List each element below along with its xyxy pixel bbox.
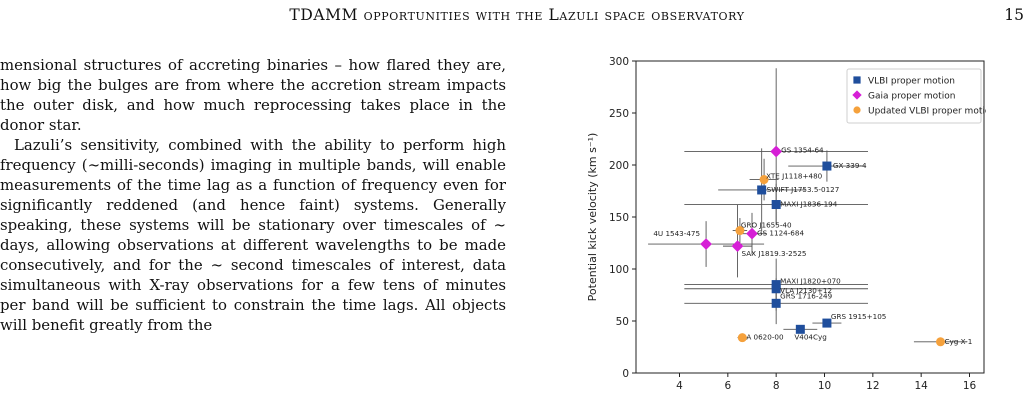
point-label: GRS 1716-249 bbox=[780, 291, 832, 300]
x-tick-label: 10 bbox=[818, 380, 831, 392]
legend-label: VLBI proper motion bbox=[868, 77, 955, 87]
x-tick-label: 12 bbox=[866, 380, 879, 392]
data-point-diamond bbox=[731, 240, 744, 252]
point-label: GS 1354-64 bbox=[781, 145, 824, 154]
paragraph: mensional structures of accreting binari… bbox=[0, 56, 506, 134]
y-axis-label: Potential kick velocity (km s⁻¹) bbox=[586, 133, 599, 302]
x-tick-label: 14 bbox=[914, 380, 928, 392]
point-label: Cyg X-1 bbox=[945, 337, 973, 346]
y-tick-label: 50 bbox=[616, 316, 629, 328]
legend-marker bbox=[852, 90, 862, 100]
y-tick-label: 300 bbox=[609, 56, 629, 68]
data-point-circle bbox=[737, 333, 747, 343]
running-head: TDAMM opportunities with the Lazuli spac… bbox=[289, 6, 745, 24]
kick-velocity-figure: GX 339-4 SWIFT J1753.5-0127 MAXI J1836-194… bbox=[586, 56, 986, 392]
plot-area: GX 339-4 SWIFT J1753.5-0127 MAXI J1836-194… bbox=[586, 56, 986, 392]
point-label: SWIFT J1753.5-0127 bbox=[767, 185, 840, 194]
paragraph: Lazuli’s sensitivity, combined with the … bbox=[0, 136, 506, 334]
point-label: SAX J1819.3-2525 bbox=[742, 249, 807, 258]
x-tick-label: 6 bbox=[724, 380, 731, 392]
data-point-square bbox=[822, 318, 832, 328]
point-label: MAXI J1820+070 bbox=[780, 277, 841, 286]
data-point-square bbox=[771, 200, 781, 210]
x-tick-label: 8 bbox=[773, 380, 780, 392]
legend-label: Gaia proper motion bbox=[868, 92, 955, 102]
point-label: GX 339-4 bbox=[833, 161, 867, 170]
point-label: A 0620-00 bbox=[746, 333, 784, 342]
legend-marker bbox=[853, 106, 861, 114]
point-label: MAXI J1836-194 bbox=[780, 200, 838, 209]
body-text: mensional structures of accreting binari… bbox=[0, 55, 506, 335]
x-tick-label: 4 bbox=[676, 380, 683, 392]
y-tick-label: 0 bbox=[622, 368, 629, 380]
data-point-square bbox=[822, 161, 832, 171]
y-tick-label: 200 bbox=[609, 160, 629, 172]
data-point-diamond bbox=[746, 227, 758, 240]
x-tick-label: 16 bbox=[963, 380, 977, 392]
data-point-square bbox=[795, 324, 805, 334]
data-point-square bbox=[771, 298, 781, 308]
point-label: 4U 1543-475 bbox=[653, 229, 700, 238]
data-point-square bbox=[757, 185, 767, 195]
point-label: GRO J1655-40 bbox=[741, 221, 792, 230]
point-label: VLA J2130+12 bbox=[780, 286, 832, 295]
data-point-square bbox=[771, 284, 781, 294]
point-label: V404Cyg bbox=[794, 332, 826, 341]
y-tick-label: 250 bbox=[609, 108, 629, 120]
legend-marker bbox=[853, 76, 861, 84]
y-tick-label: 150 bbox=[609, 212, 629, 224]
point-label: XTE J1118+480 bbox=[766, 172, 823, 181]
data-point-diamond bbox=[770, 145, 783, 158]
page-number: 15 bbox=[1004, 6, 1024, 24]
point-label: GRS 1915+105 bbox=[831, 312, 886, 321]
y-tick-label: 100 bbox=[609, 264, 629, 276]
legend-box bbox=[846, 68, 982, 124]
data-point-circle bbox=[735, 226, 745, 236]
point-label: GS 1124-684 bbox=[757, 229, 804, 238]
data-point-circle bbox=[759, 175, 769, 185]
legend-label: Updated VLBI proper motion bbox=[868, 107, 986, 117]
data-point-diamond bbox=[700, 238, 712, 250]
data-point-circle bbox=[936, 337, 945, 347]
